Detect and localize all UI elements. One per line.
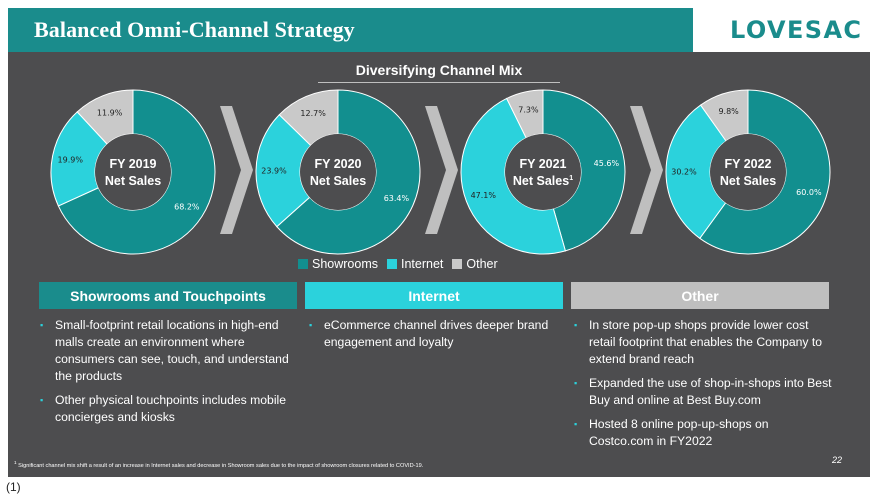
donut-charts: 68.2% 19.9% 11.9% FY 2019 Net Sales 63.4% 23.9… <box>50 89 831 255</box>
footnote-ref: 1 <box>569 175 573 182</box>
legend-label-other: Other <box>466 257 498 271</box>
image-caption: (1) <box>6 480 21 494</box>
chevron-arrow-2 <box>425 106 458 234</box>
donut-center-label: Net Sales <box>105 174 161 188</box>
legend-swatch-internet <box>387 259 397 269</box>
donut-chart-2: 63.4% 23.9% 12.7% FY 2020 Net Sales <box>255 89 421 255</box>
slice-label-showrooms: 45.6% <box>594 159 620 168</box>
slice-label-other: 9.8% <box>718 107 739 116</box>
legend-item-showrooms: Showrooms <box>298 257 378 271</box>
donut-chart-3: 45.6% 47.1% 7.3% FY 2021 Net Sales1 <box>460 89 626 255</box>
donut-center-label: Net Sales1 <box>513 174 573 188</box>
chevron-arrow-3 <box>630 106 663 234</box>
chevron-arrow-1 <box>220 106 253 234</box>
showrooms-bullet: Small-footprint retail locations in high… <box>39 317 301 385</box>
donut-hole <box>300 134 376 210</box>
donut-center-label: FY 2019 <box>109 157 156 171</box>
donut-chart-4: 60.0% 30.2% 9.8% FY 2022 Net Sales <box>665 89 831 255</box>
other-bullets: In store pop-up shops provide lower cost… <box>573 317 835 457</box>
slice-label-other: 11.9% <box>97 108 123 117</box>
title-band: Balanced Omni-Channel Strategy <box>8 8 693 52</box>
other-bullet: Hosted 8 online pop-up-shops on Costco.c… <box>573 416 835 450</box>
internet-bullets: eCommerce channel drives deeper brand en… <box>308 317 553 358</box>
footnote-text: Significant channel mix shift a result o… <box>18 462 424 469</box>
slice-label-showrooms: 68.2% <box>174 203 200 212</box>
slice-label-internet: 23.9% <box>261 167 287 176</box>
footnote-marker: 1 <box>14 460 17 465</box>
showrooms-bullets: Small-footprint retail locations in high… <box>39 317 301 433</box>
chart-legend: Showrooms Internet Other <box>298 257 507 271</box>
donut-center-label: FY 2021 <box>519 157 566 171</box>
slice-other <box>699 89 749 142</box>
donut-center-label: FY 2022 <box>724 157 771 171</box>
chart-title: Diversifying Channel Mix <box>355 62 523 78</box>
donut-chart-1: 68.2% 19.9% 11.9% FY 2019 Net Sales <box>50 89 216 255</box>
footnote: 1 Significant channel mix shift a result… <box>14 460 423 469</box>
donut-hole <box>710 134 786 210</box>
chart-title-underline <box>318 82 560 83</box>
legend-label-showrooms: Showrooms <box>312 257 378 271</box>
slice-label-other: 12.7% <box>300 109 326 118</box>
slice-label-showrooms: 60.0% <box>796 188 822 197</box>
slice-label-internet: 47.1% <box>471 191 497 200</box>
showrooms-heading: Showrooms and Touchpoints <box>39 282 297 309</box>
slice-label-internet: 30.2% <box>671 168 697 177</box>
content-panel: Diversifying Channel Mix 68.2% 19.9% 11.9%… <box>8 52 870 477</box>
legend-item-other: Other <box>452 257 498 271</box>
donut-hole <box>95 134 171 210</box>
legend-item-internet: Internet <box>387 257 443 271</box>
legend-label-internet: Internet <box>401 257 444 271</box>
donut-hole <box>505 134 581 210</box>
donut-center-label: Net Sales <box>720 174 776 188</box>
other-heading: Other <box>571 282 829 309</box>
donut-center-label: FY 2020 <box>314 157 361 171</box>
slice-internet <box>665 104 727 240</box>
legend-swatch-showrooms <box>298 259 308 269</box>
internet-heading: Internet <box>305 282 563 309</box>
legend-swatch-other <box>452 259 463 269</box>
header: Balanced Omni-Channel Strategy LOVESAC <box>8 8 870 52</box>
slice-label-internet: 19.9% <box>58 155 84 164</box>
other-bullet: In store pop-up shops provide lower cost… <box>573 317 835 368</box>
page-title: Balanced Omni-Channel Strategy <box>34 17 355 42</box>
slice-label-showrooms: 63.4% <box>384 194 410 203</box>
donut-center-label: Net Sales <box>310 174 366 188</box>
showrooms-bullet: Other physical touchpoints includes mobi… <box>39 392 301 426</box>
page-number: 22 <box>832 455 843 465</box>
internet-bullet: eCommerce channel drives deeper brand en… <box>308 317 553 351</box>
slice-label-other: 7.3% <box>518 106 539 115</box>
other-bullet: Expanded the use of shop-in-shops into B… <box>573 375 835 409</box>
lovesac-logo: LOVESAC <box>730 16 863 44</box>
